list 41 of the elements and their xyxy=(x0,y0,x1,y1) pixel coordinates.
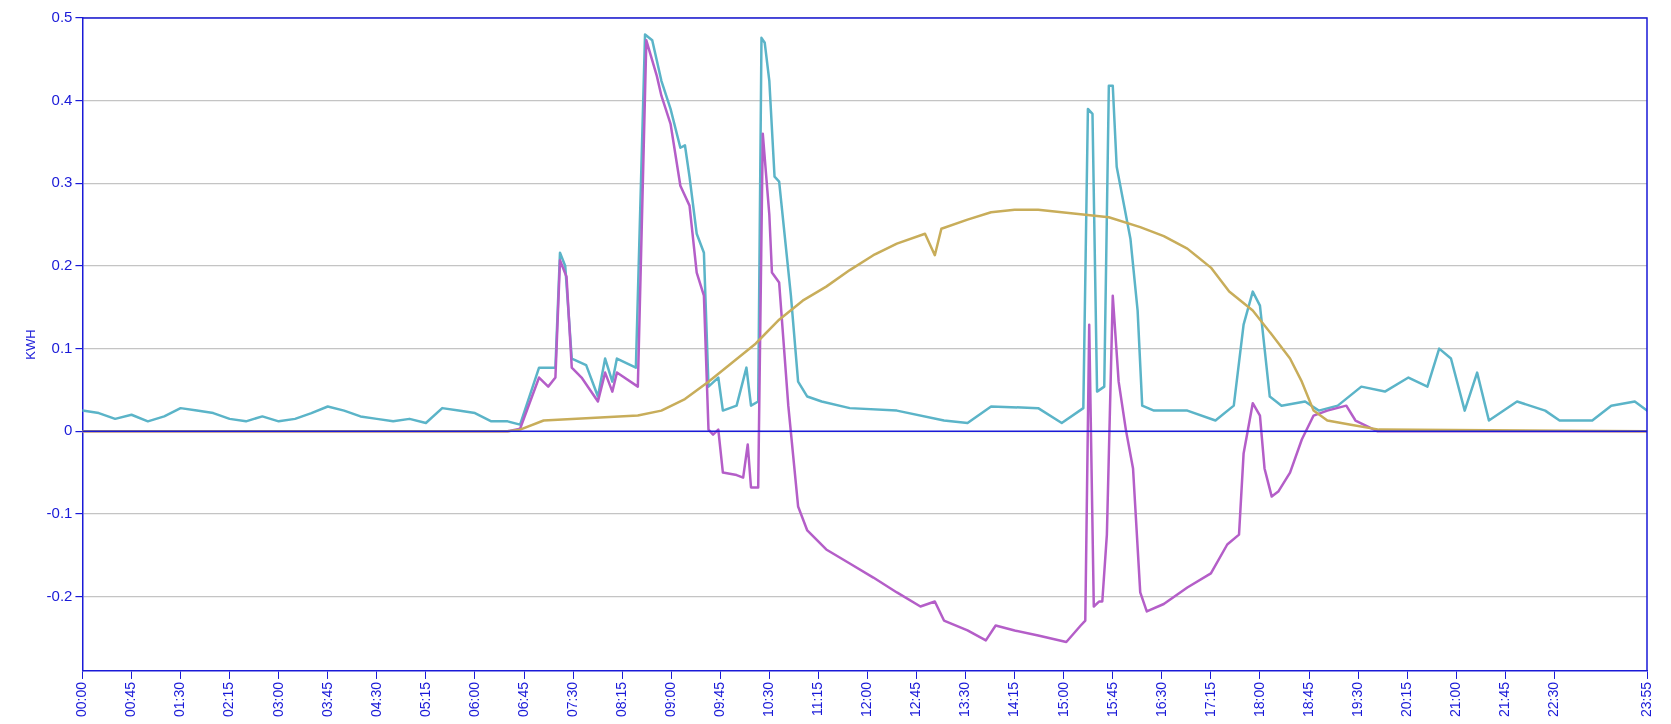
x-tick-label: 14:15 xyxy=(1005,681,1022,718)
y-tick-label: 0 xyxy=(64,421,73,439)
x-tick-label: 03:45 xyxy=(318,681,335,718)
x-tick-label: 17:15 xyxy=(1201,681,1218,718)
x-tick-label: 06:00 xyxy=(465,681,482,718)
x-tick-label: 10:30 xyxy=(760,681,777,718)
x-tick-label: 16:30 xyxy=(1152,681,1169,718)
y-tick-label: -0.1 xyxy=(46,504,73,522)
x-tick-label: 11:15 xyxy=(809,681,826,716)
y-tick-label: 0.1 xyxy=(51,338,73,356)
y-axis-title: KWH xyxy=(23,329,39,360)
x-tick-label: 06:45 xyxy=(514,681,531,718)
x-tick-label: 09:00 xyxy=(662,681,679,718)
y-tick-label: -0.2 xyxy=(46,586,73,604)
x-tick-label: 22:30 xyxy=(1545,681,1562,718)
x-tick-label: 09:45 xyxy=(711,681,728,718)
x-tick-label: 08:15 xyxy=(612,681,629,718)
x-tick-label: 04:30 xyxy=(367,681,384,718)
x-tick-label: 21:45 xyxy=(1496,681,1513,718)
x-tick-label: 20:15 xyxy=(1398,681,1414,718)
x-tick-label: 01:30 xyxy=(171,681,188,718)
x-tick-label: 18:00 xyxy=(1250,681,1267,718)
x-tick-label: 15:00 xyxy=(1054,681,1071,718)
x-tick-label: 19:30 xyxy=(1348,681,1365,718)
y-tick-label: 0.3 xyxy=(51,173,73,191)
x-tick-label: 18:45 xyxy=(1299,681,1316,718)
x-tick-label: 00:45 xyxy=(122,681,139,718)
x-tick-label: 03:00 xyxy=(269,681,286,718)
x-tick-label: 15:45 xyxy=(1103,681,1120,718)
y-tick-label: 0.4 xyxy=(51,90,73,108)
x-tick-label: 12:00 xyxy=(858,681,875,718)
y-tick-label: 0.5 xyxy=(51,8,73,26)
y-tick-label: 0.2 xyxy=(51,256,73,274)
x-tick-label: 21:00 xyxy=(1447,681,1464,718)
x-tick-label: 07:30 xyxy=(563,681,580,718)
x-tick-label: 12:45 xyxy=(907,681,924,718)
x-tick-label: 02:15 xyxy=(220,681,237,718)
x-tick-label: 13:30 xyxy=(956,681,973,718)
x-tick-label: 05:15 xyxy=(416,681,433,718)
x-tick-label: 23:55 xyxy=(1637,681,1654,718)
x-tick-label: 00:00 xyxy=(73,681,90,718)
